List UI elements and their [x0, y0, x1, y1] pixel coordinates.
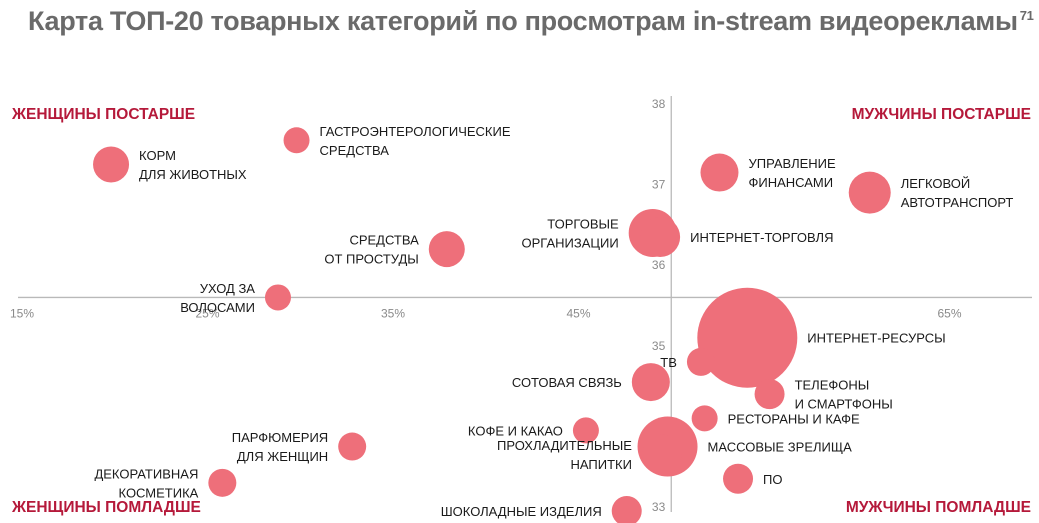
point-label: ПО: [763, 472, 782, 487]
point-label: ТЕЛЕФОНЫ И СМАРТФОНЫ: [795, 378, 893, 412]
y-tick-label: 35: [652, 339, 666, 353]
y-tick-label: 33: [652, 500, 666, 514]
quadrant-label-men-younger: МУЖЧИНЫ ПОМЛАДШЕ: [846, 499, 1031, 516]
point-label-line: МАССОВЫЕ ЗРЕЛИЩА: [708, 440, 853, 455]
point-label-line: ДЛЯ ЖИВОТНЫХ: [139, 167, 247, 182]
point-label-line: КОФЕ И КАКАО: [468, 423, 563, 438]
quadrant-label-women-younger: ЖЕНЩИНЫ ПОМЛАДШЕ: [11, 499, 201, 516]
point-label-line: УХОД ЗА: [200, 281, 256, 296]
x-tick-label: 15%: [10, 306, 34, 320]
bubble: [338, 432, 367, 461]
point-label: УПРАВЛЕНИЕ ФИНАНСАМИ: [748, 156, 836, 190]
chart-title-text: Карта ТОП-20 товарных категорий по просм…: [28, 6, 1018, 36]
bubble: [723, 463, 754, 494]
point-label: ИНТЕРНЕТ-ТОРГОВЛЯ: [690, 230, 833, 245]
point-label-line: ТВ: [660, 355, 677, 370]
bubble: [264, 284, 291, 311]
point-label: ИНТЕРНЕТ-РЕСУРСЫ: [807, 331, 945, 346]
y-tick-label: 38: [652, 97, 666, 111]
point-label: ПРОХЛАДИТЕЛЬНЫЕ НАПИТКИ: [497, 438, 632, 472]
point-label: ГАСТРОЭНТЕРОЛОГИЧЕСКИЕ СРЕДСТВА: [320, 124, 511, 158]
point-label: КОРМ ДЛЯ ЖИВОТНЫХ: [139, 148, 247, 182]
point-label-line: РЕСТОРАНЫ И КАФЕ: [728, 411, 860, 426]
bubble: [572, 417, 599, 444]
point-label-line: ОРГАНИЗАЦИИ: [522, 235, 619, 250]
x-tick-label: 35%: [381, 306, 405, 320]
point-label: МАССОВЫЕ ЗРЕЛИЩА: [708, 440, 853, 455]
point-label: УХОД ЗА ВОЛОСАМИ: [180, 281, 255, 315]
bubble: [641, 434, 682, 475]
point-label: СОТОВАЯ СВЯЗЬ: [512, 375, 622, 390]
point-label-line: ЛЕГКОВОЙ: [901, 176, 970, 191]
point-label: ТВ: [660, 355, 677, 370]
point-label: ШОКОЛАДНЫЕ ИЗДЕЛИЯ: [441, 504, 602, 519]
point-label-line: ГАСТРОЭНТЕРОЛОГИЧЕСКИЕ: [320, 124, 511, 139]
point-label: ПАРФЮМЕРИЯ ДЛЯ ЖЕНЩИН: [232, 430, 328, 464]
bubble: [611, 496, 642, 523]
quadrant-label-women-older: ЖЕНЩИНЫ ПОСТАРШЕ: [11, 106, 195, 123]
point-labels: КОРМ ДЛЯ ЖИВОТНЫХ ГАСТРОЭНТЕРОЛОГИЧЕСКИЕ СР…: [94, 124, 1013, 519]
point-label-line: ПРОХЛАДИТЕЛЬНЫЕ: [497, 438, 632, 453]
point-label-line: ФИНАНСАМИ: [748, 175, 833, 190]
point-label: СРЕДСТВА ОТ ПРОСТУДЫ: [324, 233, 419, 267]
point-label-line: НАПИТКИ: [571, 457, 632, 472]
point-label-line: СОТОВАЯ СВЯЗЬ: [512, 375, 622, 390]
bubble: [640, 216, 681, 257]
point-label-line: ПАРФЮМЕРИЯ: [232, 430, 328, 445]
quadrant-label-men-older: МУЖЧИНЫ ПОСТАРШЕ: [852, 106, 1031, 123]
bubble: [428, 231, 465, 268]
point-label-line: АВТОТРАНСПОРТ: [901, 195, 1014, 210]
title-footnote: 71: [1019, 8, 1034, 23]
point-label-line: СРЕДСТВА: [320, 143, 390, 158]
point-label: ЛЕГКОВОЙ АВТОТРАНСПОРТ: [901, 176, 1014, 210]
bubble: [686, 347, 715, 376]
point-label: КОФЕ И КАКАО: [468, 423, 563, 438]
point-label: РЕСТОРАНЫ И КАФЕ: [728, 411, 860, 426]
point-label-line: ВОЛОСАМИ: [180, 300, 255, 315]
point-label-line: ИНТЕРНЕТ-РЕСУРСЫ: [807, 331, 945, 346]
bubble: [93, 146, 130, 183]
point-label-line: И СМАРТФОНЫ: [795, 397, 893, 412]
bubble: [754, 379, 785, 410]
point-label-line: ПО: [763, 472, 782, 487]
point-label-line: ИНТЕРНЕТ-ТОРГОВЛЯ: [690, 230, 833, 245]
point-label: ДЕКОРАТИВНАЯ КОСМЕТИКА: [94, 466, 198, 500]
x-tick-label: 65%: [937, 306, 961, 320]
bubble: [691, 405, 718, 432]
point-label-line: КОСМЕТИКА: [119, 485, 199, 500]
bubble: [848, 171, 891, 214]
y-tick-label: 36: [652, 258, 666, 272]
x-tick-label: 45%: [566, 306, 590, 320]
point-label-line: ТОРГОВЫЕ: [547, 216, 619, 231]
bubbles: [93, 127, 891, 523]
point-label-line: ТЕЛЕФОНЫ: [795, 378, 870, 393]
point-label-line: ДЕКОРАТИВНАЯ: [94, 466, 198, 481]
point-label-line: ОТ ПРОСТУДЫ: [324, 252, 418, 267]
point-label: ТОРГОВЫЕ ОРГАНИЗАЦИИ: [522, 216, 620, 250]
point-label-line: ДЛЯ ЖЕНЩИН: [237, 449, 328, 464]
point-label-line: КОРМ: [139, 148, 176, 163]
point-label-line: СРЕДСТВА: [349, 233, 419, 248]
chart-title: Карта ТОП-20 товарных категорий по просм…: [28, 6, 1034, 37]
point-label-line: ШОКОЛАДНЫЕ ИЗДЕЛИЯ: [441, 504, 602, 519]
bubble: [700, 153, 739, 192]
bubble: [697, 287, 798, 388]
x-tick-label: 25%: [195, 306, 219, 320]
bubble: [283, 127, 310, 154]
point-label-line: УПРАВЛЕНИЕ: [748, 156, 836, 171]
bubble: [208, 468, 237, 497]
bubble: [631, 363, 670, 402]
y-tick-label: 37: [652, 178, 666, 192]
